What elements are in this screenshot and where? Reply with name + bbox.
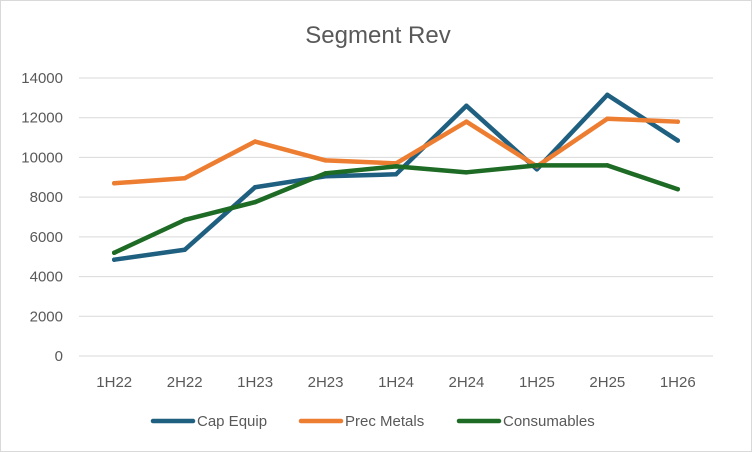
data-point: [323, 158, 328, 163]
data-point: [111, 250, 117, 255]
x-tick-label: 2H22: [167, 374, 203, 391]
y-tick-label: 0: [55, 348, 63, 365]
data-point: [252, 184, 258, 190]
data-point: [675, 138, 681, 143]
data-point: [252, 139, 258, 144]
data-point: [675, 119, 681, 124]
y-tick-label: 8000: [30, 189, 63, 206]
series-line-cap-equip: [111, 92, 681, 262]
x-tick-label: 1H22: [96, 374, 132, 391]
legend: Cap Equip Prec Metals Consumables: [150, 413, 595, 430]
y-tick-label: 12000: [21, 110, 63, 127]
data-point: [605, 163, 610, 168]
data-point: [534, 163, 540, 168]
chart-title: Segment Rev: [305, 22, 450, 49]
x-tick-label: 1H26: [660, 374, 696, 391]
x-tick-label: 1H25: [519, 374, 555, 391]
data-point: [393, 172, 399, 177]
y-tick-label: 10000: [21, 149, 63, 166]
data-point: [605, 92, 610, 98]
data-point: [323, 171, 328, 176]
gridlines: [79, 77, 713, 357]
y-tick-label: 14000: [21, 70, 63, 87]
x-tick-label: 2H23: [308, 374, 344, 391]
legend-label-prec-metals: Prec Metals: [345, 413, 424, 430]
data-point: [675, 186, 681, 192]
data-point: [111, 257, 117, 262]
legend-label-cap-equip: Cap Equip: [197, 413, 267, 430]
y-axis-ticks: 0 2000 4000 6000 8000 10000 12000 14000: [21, 70, 63, 365]
legend-label-consumables: Consumables: [503, 413, 595, 430]
data-point: [464, 119, 469, 124]
data-point: [182, 247, 187, 253]
x-tick-label: 1H24: [378, 374, 414, 391]
data-point: [464, 170, 469, 175]
data-point: [393, 164, 399, 169]
data-point: [605, 116, 610, 121]
y-tick-label: 2000: [30, 308, 63, 325]
y-tick-label: 6000: [30, 229, 63, 246]
x-axis-ticks: 1H22 2H22 1H23 2H23 1H24 2H24 1H25 2H25 1H26: [96, 374, 695, 391]
series-lines: [111, 92, 681, 262]
x-tick-label: 1H23: [237, 374, 273, 391]
data-point: [182, 176, 187, 181]
data-point: [182, 217, 187, 223]
x-tick-label: 2H25: [589, 374, 625, 391]
y-tick-label: 4000: [30, 269, 63, 286]
data-point: [252, 199, 258, 205]
data-point: [111, 180, 117, 186]
x-tick-label: 2H24: [449, 374, 485, 391]
data-point: [464, 103, 469, 109]
